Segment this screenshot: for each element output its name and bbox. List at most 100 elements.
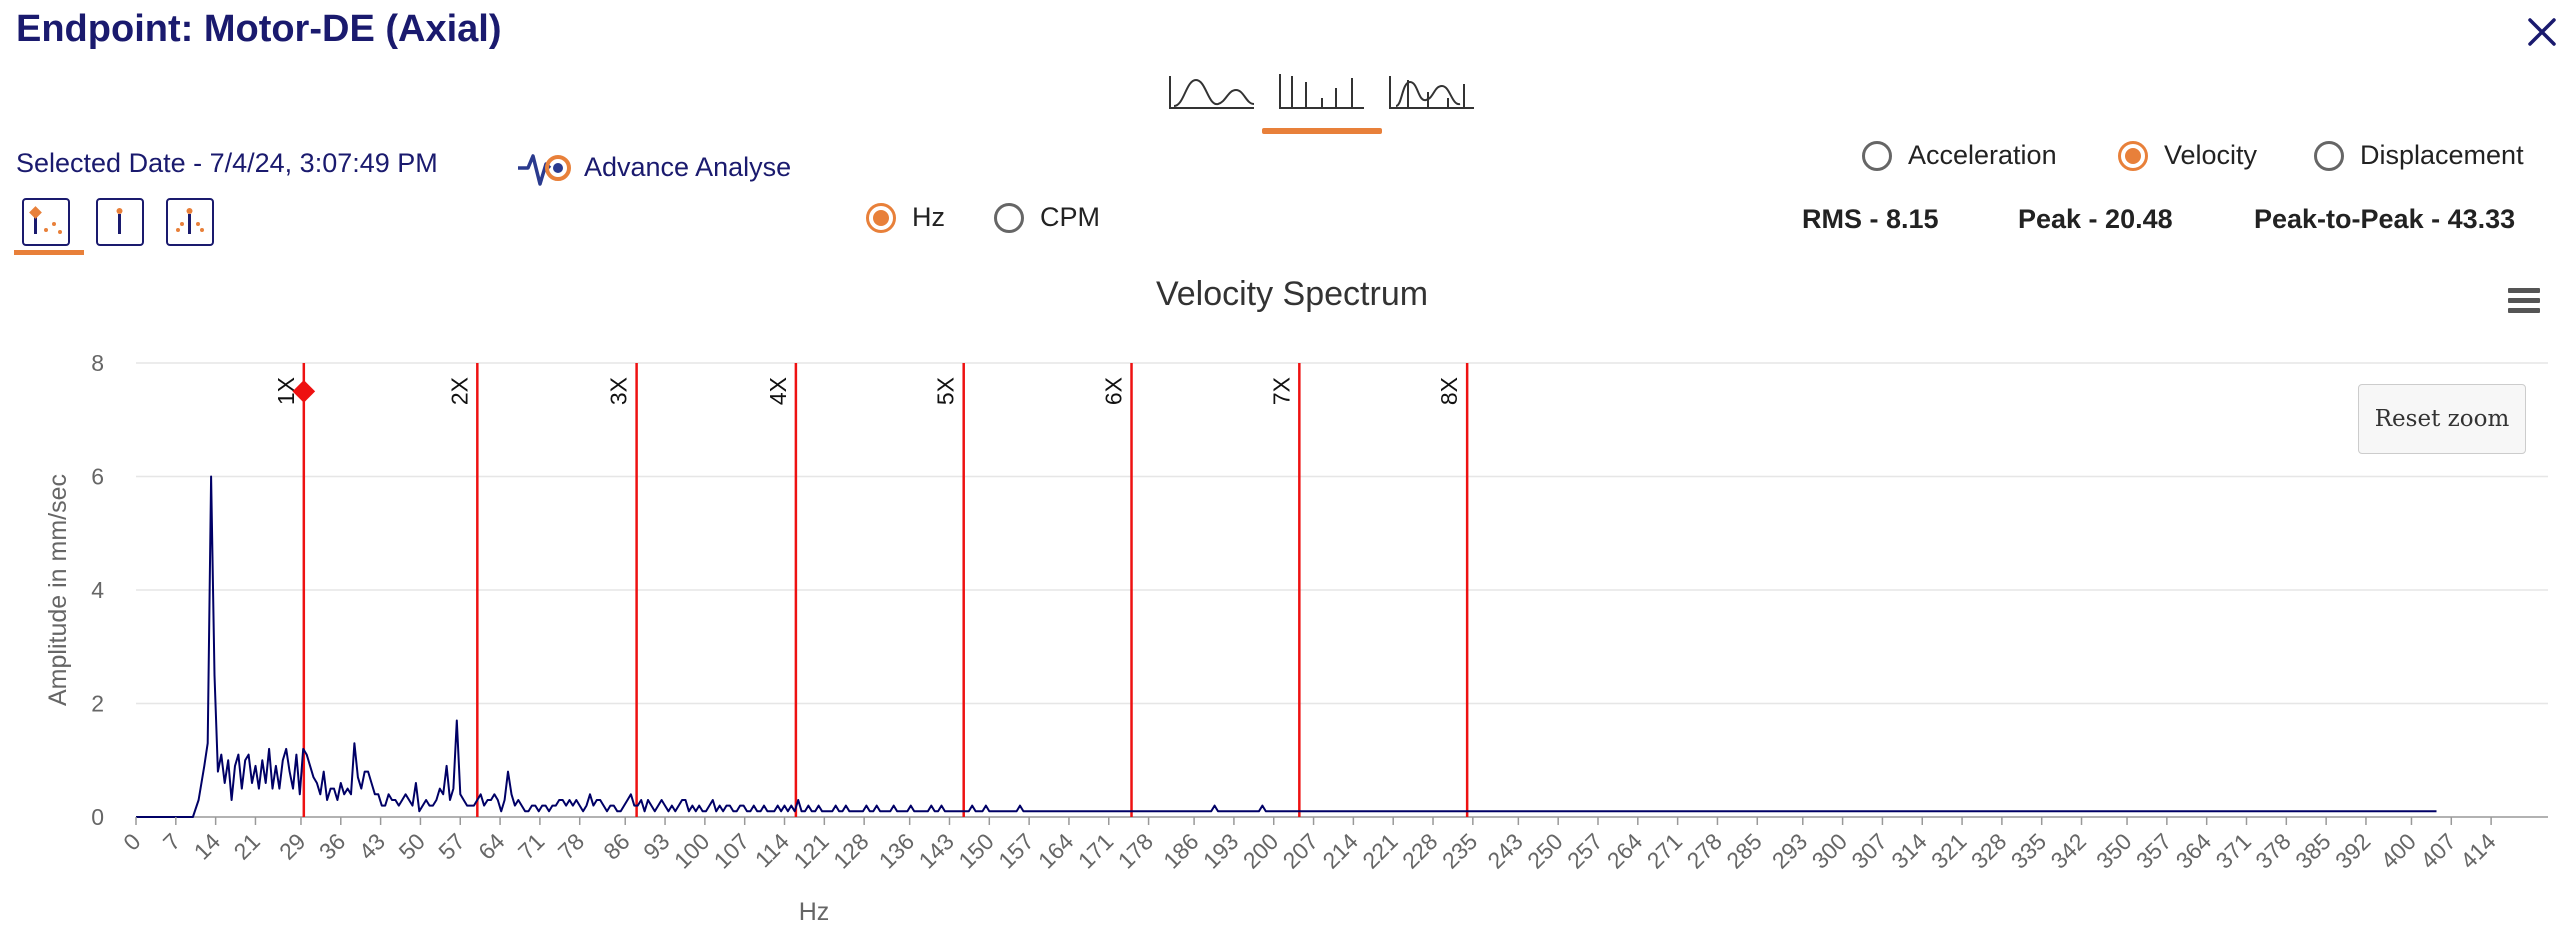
x-tick-label: 100 [669, 828, 715, 874]
x-tick-label: 264 [1602, 828, 1648, 874]
x-tick-label: 178 [1113, 828, 1159, 874]
x-tick-label: 57 [433, 828, 469, 864]
x-tick-label: 392 [2330, 828, 2376, 874]
x-tick-label: 357 [2131, 828, 2177, 874]
radio-hz[interactable]: Hz [866, 202, 945, 233]
x-tick-label: 400 [2375, 828, 2421, 874]
harmonic-label: 8X [1436, 377, 1462, 405]
velocity-spectrum-chart[interactable]: Velocity Spectrum 1X 2X 3X 4X 5X 6X 7X 8X 02468… [0, 260, 2576, 940]
x-tick-label: 378 [2250, 828, 2296, 874]
x-tick-label: 186 [1158, 828, 1204, 874]
radio-velocity[interactable]: Velocity [2118, 140, 2257, 171]
x-tick-label: 243 [1482, 828, 1528, 874]
x-tick-label: 200 [1238, 828, 1284, 874]
radio-displacement-label: Displacement [2360, 140, 2524, 171]
sideband-cursor-button[interactable] [166, 198, 214, 246]
x-tick-label: 78 [553, 828, 589, 864]
x-tick-label: 14 [189, 828, 226, 865]
active-tool-indicator [14, 250, 84, 255]
x-axis-label: Hz [799, 898, 830, 926]
combined-view-icon[interactable] [1382, 68, 1482, 128]
x-tick-label: 64 [473, 828, 510, 865]
x-tick-label: 121 [788, 828, 834, 874]
x-tick-label: 350 [2091, 828, 2137, 874]
radio-cpm-label: CPM [1040, 202, 1100, 233]
x-tick-label: 36 [314, 828, 350, 864]
x-tick-label: 321 [1926, 828, 1972, 874]
x-tick-label: 50 [393, 828, 429, 864]
x-tick-label: 250 [1522, 828, 1568, 874]
harmonic-label: 7X [1268, 377, 1294, 405]
single-cursor-icon [98, 200, 142, 244]
radio-circle[interactable] [2118, 141, 2148, 171]
harmonic-label: 4X [765, 377, 791, 405]
x-tick-label: 114 [750, 828, 794, 872]
spectrum-view-icon[interactable] [1272, 68, 1372, 128]
rms-value: RMS - 8.15 [1802, 204, 1939, 235]
spectrum-series-line [136, 477, 2437, 818]
x-tick-label: 342 [2046, 828, 2092, 874]
y-tick-label: 8 [91, 350, 104, 376]
harmonic-cursor-icon [24, 200, 68, 244]
hamburger-menu-icon[interactable] [2504, 284, 2544, 318]
x-tick-label: 371 [2211, 828, 2257, 874]
radio-circle[interactable] [866, 203, 896, 233]
close-icon[interactable] [2522, 12, 2562, 52]
x-tick-label: 335 [2006, 828, 2052, 874]
x-tick-label: 221 [1357, 828, 1403, 874]
x-tick-label: 7 [158, 828, 185, 855]
single-cursor-button[interactable] [96, 198, 144, 246]
x-tick-label: 207 [1278, 828, 1324, 874]
x-tick-label: 29 [274, 828, 310, 864]
x-tick-label: 364 [2171, 828, 2217, 874]
harmonic-label: 2X [446, 377, 472, 405]
y-axis-label: Amplitude in mm/sec [44, 474, 72, 706]
active-tab-indicator [1262, 128, 1382, 134]
x-tick-label: 136 [874, 828, 920, 874]
x-tick-label: 171 [1073, 828, 1119, 874]
x-tick-label: 414 [2455, 828, 2501, 874]
advance-analyse-button[interactable]: Advance Analyse [516, 144, 791, 190]
x-tick-label: 300 [1807, 828, 1853, 874]
x-tick-label: 271 [1642, 828, 1688, 874]
radio-cpm[interactable]: CPM [994, 202, 1100, 233]
advance-analyse-icon [516, 144, 574, 190]
x-tick-label: 278 [1681, 828, 1727, 874]
harmonic-cursor-button[interactable] [22, 198, 70, 246]
radio-velocity-label: Velocity [2164, 140, 2257, 171]
radio-displacement[interactable]: Displacement [2314, 140, 2524, 171]
x-tick-label: 235 [1437, 828, 1483, 874]
radio-circle[interactable] [994, 203, 1024, 233]
peak-to-peak-value: Peak-to-Peak - 43.33 [2254, 204, 2515, 235]
x-tick-label: 385 [2290, 828, 2336, 874]
x-tick-label: 0 [118, 828, 145, 855]
reset-zoom-button[interactable]: Reset zoom [2358, 384, 2526, 454]
x-tick-label: 314 [1886, 828, 1932, 874]
x-tick-label: 407 [2415, 828, 2461, 874]
radio-acceleration-label: Acceleration [1908, 140, 2057, 171]
x-tick-label: 107 [709, 828, 755, 874]
x-tick-label: 257 [1562, 828, 1608, 874]
y-tick-label: 2 [91, 691, 104, 717]
peak-value: Peak - 20.48 [2018, 204, 2173, 235]
harmonic-label: 6X [1101, 377, 1127, 405]
harmonic-label: 5X [933, 377, 959, 405]
x-tick-label: 86 [598, 828, 634, 864]
x-tick-label: 193 [1198, 828, 1244, 874]
x-tick-label: 71 [513, 828, 549, 864]
advance-analyse-label: Advance Analyse [584, 152, 791, 183]
y-tick-label: 4 [91, 577, 104, 603]
x-tick-label: 293 [1767, 828, 1813, 874]
harmonic-label: 3X [606, 377, 632, 405]
x-tick-label: 43 [354, 828, 390, 864]
x-tick-label: 214 [1317, 828, 1363, 874]
radio-acceleration[interactable]: Acceleration [1862, 140, 2057, 171]
radio-circle[interactable] [1862, 141, 1892, 171]
x-tick-label: 157 [993, 828, 1039, 874]
radio-circle[interactable] [2314, 141, 2344, 171]
y-tick-label: 6 [91, 464, 104, 490]
sideband-cursor-icon [168, 200, 212, 244]
waveform-view-icon[interactable] [1162, 68, 1262, 128]
x-tick-label: 143 [913, 828, 959, 874]
x-tick-label: 128 [828, 828, 874, 874]
